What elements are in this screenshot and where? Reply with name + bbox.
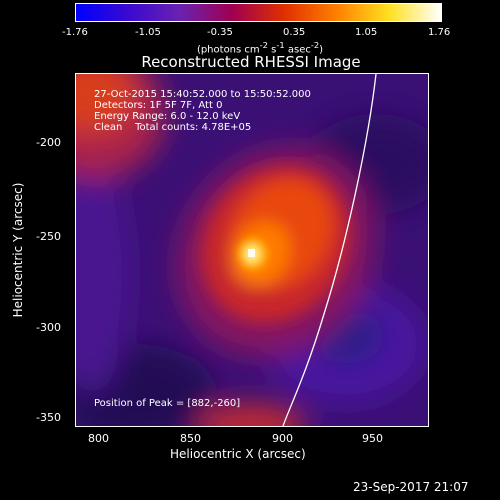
plot-title: Reconstructed RHESSI Image <box>141 53 361 71</box>
units-sup: -2 <box>259 40 268 50</box>
energy-range-text: Energy Range: 6.0 - 12.0 keV <box>94 111 241 122</box>
x-tick: 900 <box>272 432 293 445</box>
colorbar-tick: 1.76 <box>428 27 451 38</box>
image-map <box>76 74 428 426</box>
y-tick: -300 <box>36 321 61 334</box>
y-tick: -200 <box>36 136 61 149</box>
peak-position-text: Position of Peak = [882,-260] <box>94 398 241 409</box>
x-axis-label: Heliocentric X (arcsec) <box>170 447 306 461</box>
x-tick: 950 <box>362 432 383 445</box>
colorbar-tick: -0.35 <box>207 27 233 38</box>
units-text: (photons cm <box>196 44 260 56</box>
image-texture <box>76 74 428 426</box>
units-text: asec <box>284 44 311 56</box>
y-axis-label: Heliocentric Y (arcsec) <box>11 182 25 318</box>
colorbar-tick: -1.05 <box>135 27 161 38</box>
x-tick: 800 <box>88 432 109 445</box>
colorbar-units: (photons cm-2 s-1 asec-2) <box>150 40 370 55</box>
x-tick: 850 <box>180 432 201 445</box>
detectors-text: Detectors: 1F 5F 7F, Att 0 <box>94 100 223 111</box>
timestamp-footer: 23-Sep-2017 21:07 <box>353 480 469 494</box>
colorbar <box>75 3 442 22</box>
time-range-text: 27-Oct-2015 15:40:52.000 to 15:50:52.000 <box>94 89 311 100</box>
y-tick: -350 <box>36 411 61 424</box>
units-sup: -2 <box>310 40 320 50</box>
y-tick: -250 <box>36 230 61 243</box>
clean-counts-text: Clean Total counts: 4.78E+05 <box>94 122 252 133</box>
colorbar-tick: 0.35 <box>283 27 306 38</box>
solar-limb <box>282 74 377 426</box>
colorbar-tick: -1.76 <box>62 27 88 38</box>
units-text: ) <box>319 44 324 56</box>
rhessi-image: 27-Oct-2015 15:40:52.000 to 15:50:52.000… <box>75 73 429 427</box>
peak-pixel <box>248 249 255 257</box>
units-sup: -1 <box>276 40 285 50</box>
colorbar-tick: 1.05 <box>355 27 378 38</box>
units-text: s <box>267 44 277 56</box>
